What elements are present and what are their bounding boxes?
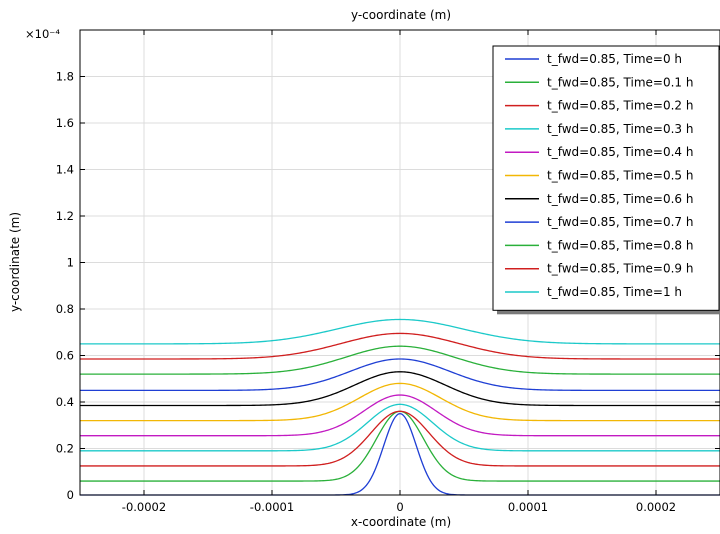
legend-entry-label: t_fwd=0.85, Time=0.8 h xyxy=(547,238,693,252)
series-line-8 xyxy=(80,345,720,375)
legend-entry-label: t_fwd=0.85, Time=0.3 h xyxy=(547,122,693,136)
x-tick-label: -0.0002 xyxy=(122,500,166,514)
series-line-5 xyxy=(80,382,720,422)
legend-entry-label: t_fwd=0.85, Time=0.5 h xyxy=(547,169,693,183)
legend-entry-label: t_fwd=0.85, Time=0.2 h xyxy=(547,99,693,113)
x-tick-label: 0.0002 xyxy=(636,500,676,514)
x-axis-label: x-coordinate (m) xyxy=(351,515,451,529)
legend-entry-label: t_fwd=0.85, Time=0.9 h xyxy=(547,262,693,276)
legend-entry-label: t_fwd=0.85, Time=0.4 h xyxy=(547,145,693,159)
y-tick-label: 0 xyxy=(67,488,74,502)
series-line-10 xyxy=(80,318,720,345)
y-tick-label: 1.4 xyxy=(56,163,74,177)
y-tick-label: 0.2 xyxy=(56,442,74,456)
series-line-4 xyxy=(80,394,720,437)
legend-entry-label: t_fwd=0.85, Time=0.1 h xyxy=(547,75,693,89)
x-tick-label: -0.0001 xyxy=(250,500,294,514)
y-multiplier-label: ×10⁻⁴ xyxy=(25,27,60,41)
series-layer xyxy=(80,318,720,496)
legend-entry-label: t_fwd=0.85, Time=0 h xyxy=(547,52,682,66)
ticks: -0.0002 -0.0001 0 0.0001 0.0002 0 0.2 0.4 0.6 0.8… xyxy=(56,30,720,514)
y-tick-label: 1.2 xyxy=(56,209,74,223)
series-line-7 xyxy=(80,358,720,392)
series-line-2 xyxy=(80,410,720,467)
series-line-9 xyxy=(80,332,720,360)
y-tick-label: 0.4 xyxy=(56,395,74,409)
x-tick-label: 0 xyxy=(396,500,403,514)
y-tick-label: 0.8 xyxy=(56,302,74,316)
x-tick-label: 0.0001 xyxy=(508,500,548,514)
y-axis-label: y-coordinate (m) xyxy=(8,212,22,312)
series-line-3 xyxy=(80,403,720,452)
legend-box xyxy=(492,45,720,311)
y-tick-label: 0.6 xyxy=(56,349,74,363)
legend-entry-label: t_fwd=0.85, Time=0.6 h xyxy=(547,192,693,206)
chart-title: y-coordinate (m) xyxy=(351,8,451,22)
legend: t_fwd=0.85, Time=0 h t_fwd=0.85, Time=0.1… xyxy=(492,45,720,315)
series-line-6 xyxy=(80,371,720,407)
y-tick-label: 1 xyxy=(67,256,74,270)
legend-entry-label: t_fwd=0.85, Time=0.7 h xyxy=(547,215,693,229)
y-tick-label: 1.8 xyxy=(56,70,74,84)
y-tick-label: 1.6 xyxy=(56,116,74,130)
legend-entry-label: t_fwd=0.85, Time=1 h xyxy=(547,285,682,299)
